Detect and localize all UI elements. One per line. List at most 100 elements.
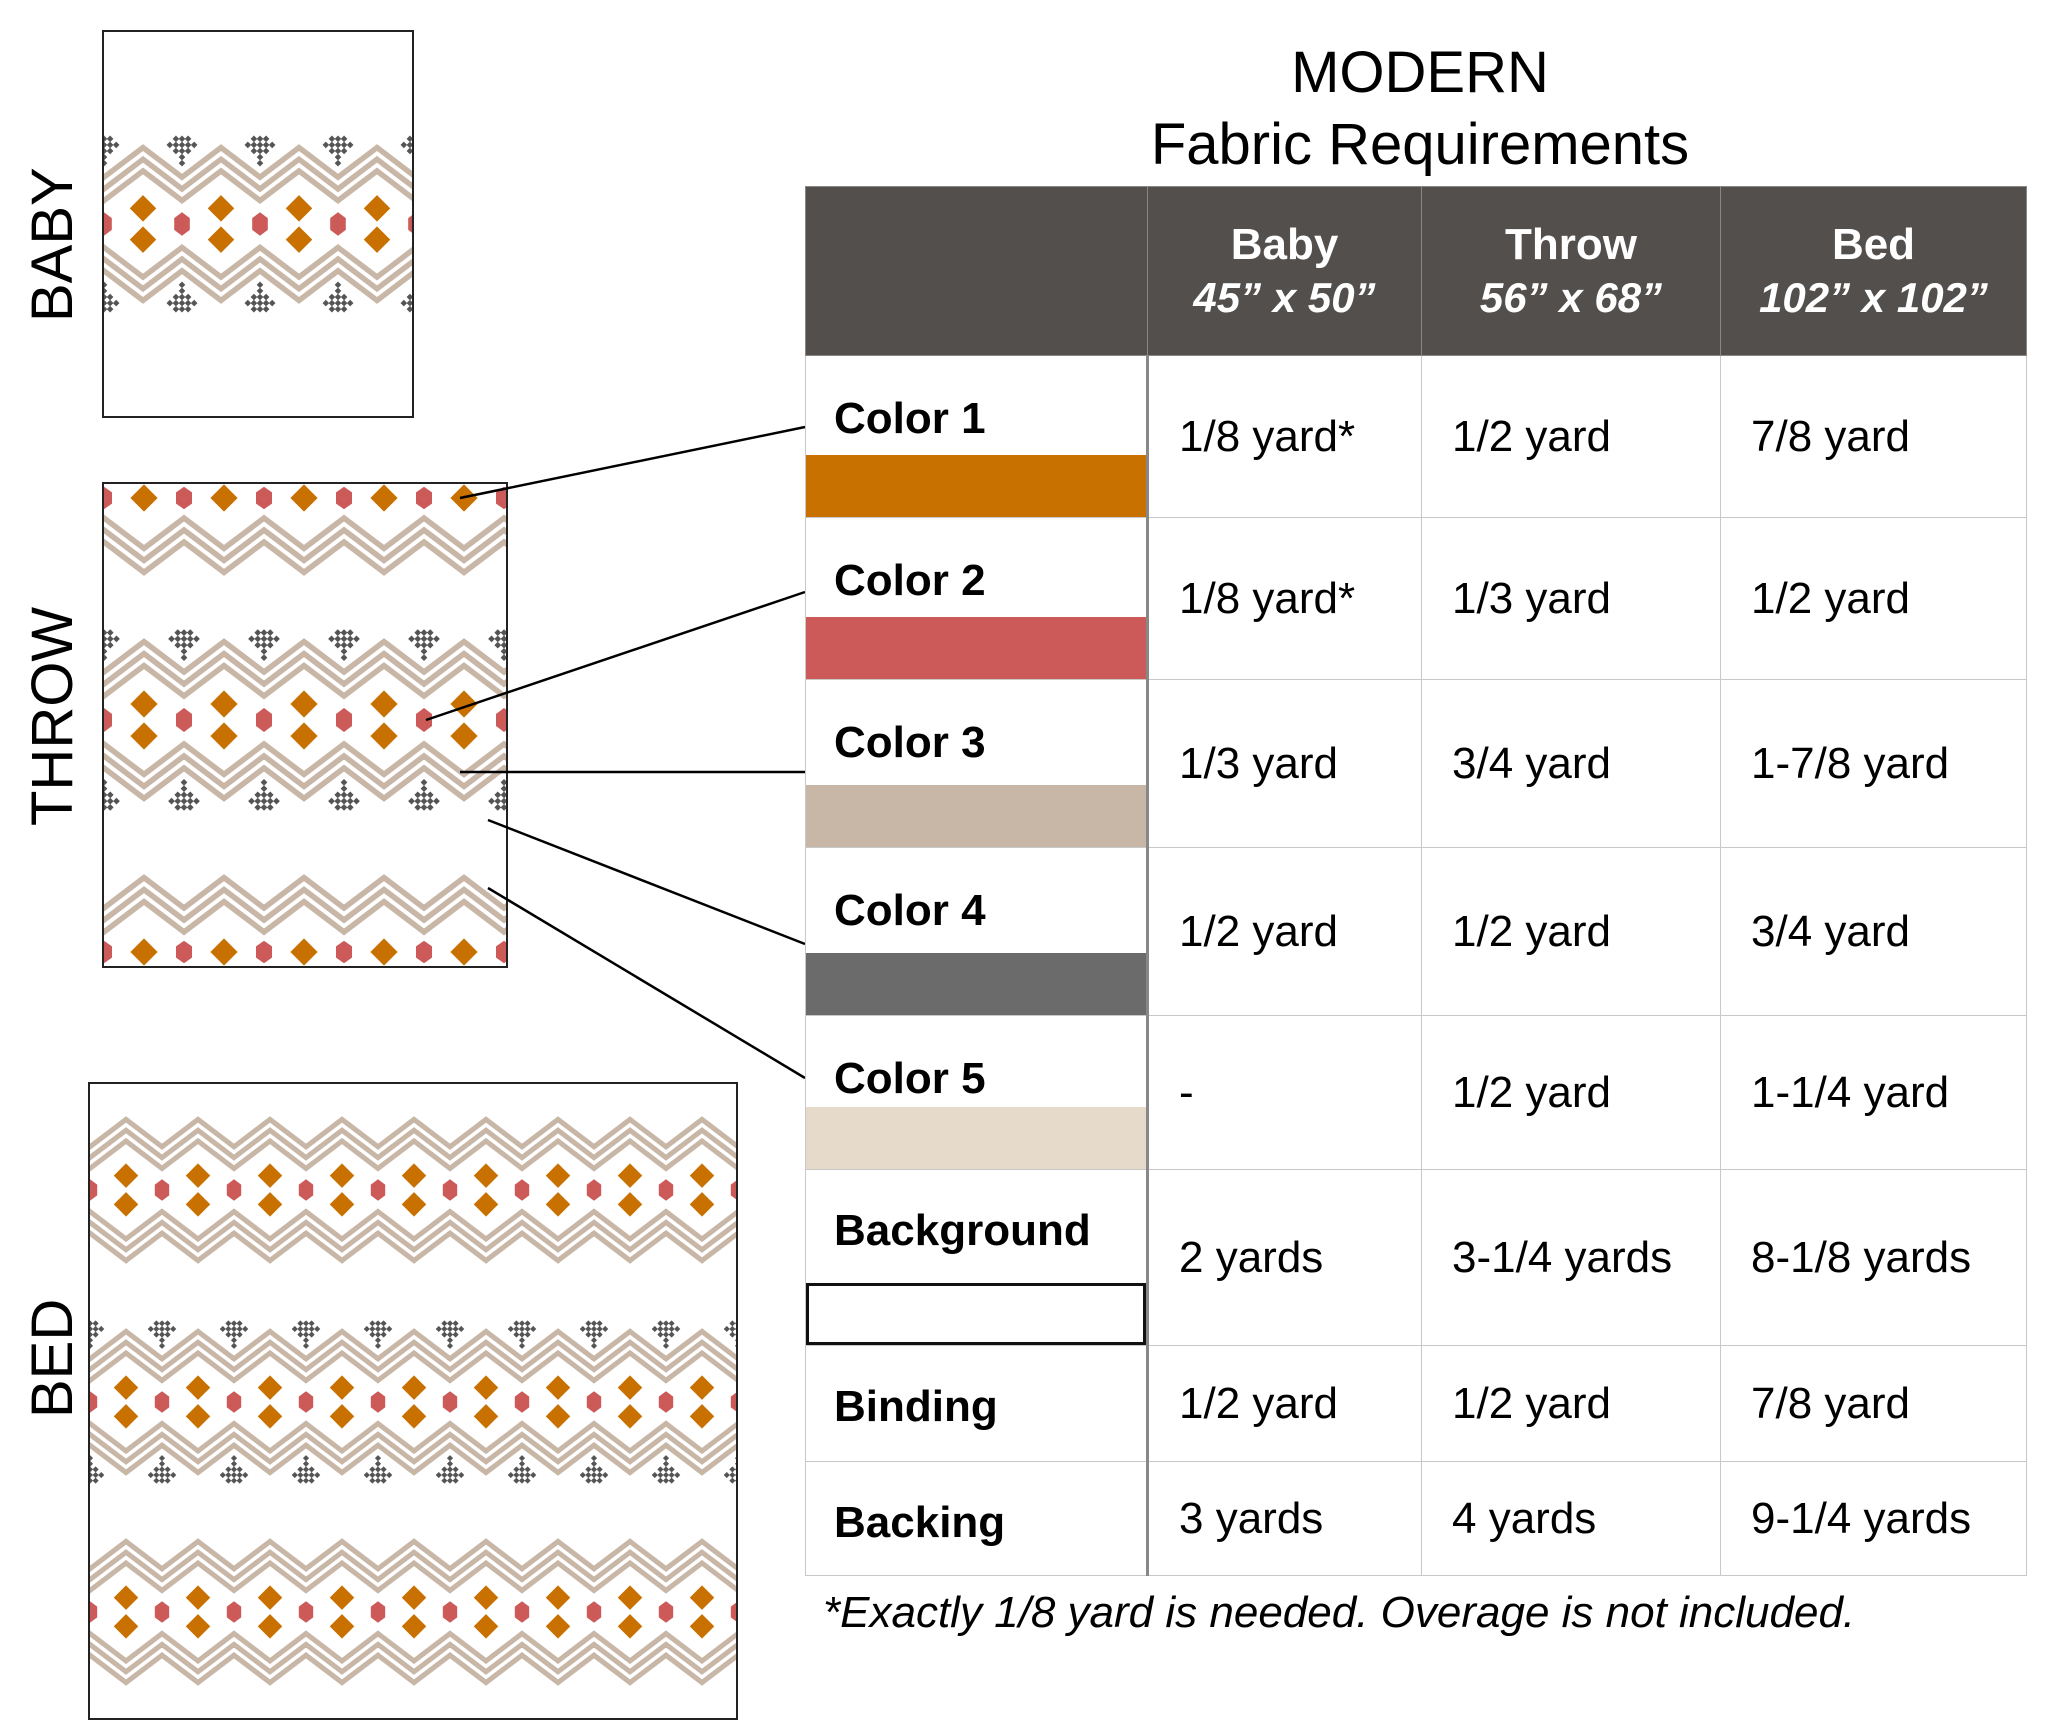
tree-pixel: [369, 1477, 376, 1484]
chevron-stripe: [90, 1442, 736, 1476]
tree-pixel: [734, 1471, 736, 1479]
tree-pixel: [446, 1320, 454, 1327]
tree-pixel: [260, 629, 268, 637]
hexagon-block: [90, 1601, 98, 1623]
tree-pixel: [225, 1466, 232, 1473]
hexagon-block: [90, 1179, 98, 1201]
tree-pixel: [414, 629, 422, 637]
row-label-cell: Color 1: [805, 355, 1149, 518]
tree-pixel: [308, 1466, 315, 1473]
tree-pixel: [488, 635, 495, 643]
table-row: Color 3 1/3 yard 3/4 yard 1-7/8 yard: [805, 679, 2027, 848]
hexagon-block: [256, 708, 272, 732]
tree-pixel: [513, 1331, 520, 1338]
hexagon-block: [298, 1601, 314, 1623]
tree-pixel: [225, 1331, 232, 1338]
tree-pixel: [236, 1331, 243, 1338]
tree-pixel: [174, 641, 182, 649]
tree-pixel: [729, 1325, 736, 1333]
header-bed: Bed 102” x 102”: [1720, 186, 2027, 356]
diamond-block: [210, 722, 238, 750]
diamond-block: [401, 1614, 427, 1639]
tree-pixel: [328, 635, 335, 643]
tree-pixel: [662, 1460, 670, 1467]
tree-pixel: [104, 153, 108, 161]
tree-pixel: [328, 141, 336, 149]
tree-pixel: [334, 641, 342, 649]
tree-pixel: [426, 641, 434, 649]
tree-pixel: [174, 791, 182, 799]
tree-pixel: [178, 305, 186, 313]
tree-pixel: [250, 135, 258, 143]
tree-pixel: [308, 1471, 315, 1479]
baby-quilt-diagram: [102, 30, 414, 418]
tree-pixel: [236, 1320, 243, 1327]
diamond-block: [450, 938, 478, 966]
tree-pixel: [104, 147, 108, 155]
tree-pixel: [168, 797, 175, 805]
tree-pixel: [340, 293, 348, 301]
tree-pixel: [244, 299, 252, 307]
diamond-block: [617, 1375, 643, 1400]
tree-pixel: [500, 803, 506, 811]
tree-pixel: [734, 1325, 736, 1333]
diamond-block: [210, 938, 238, 966]
tree-pixel: [596, 1325, 603, 1333]
value-cell: 7/8 yard: [1720, 1345, 2027, 1462]
tree-pixel: [380, 1477, 387, 1484]
diamond-block: [210, 484, 238, 512]
hexagon-block: [154, 1601, 170, 1623]
hexagon-block: [154, 1179, 170, 1201]
tree-pixel: [420, 635, 428, 643]
throw-quilt-diagram: [102, 482, 508, 968]
diamond-block: [113, 1163, 139, 1188]
table-row: Backing 3 yards 4 yards 9-1/4 yards: [805, 1461, 2027, 1576]
diamond-block: [329, 1404, 355, 1429]
tree-pixel: [158, 1325, 166, 1333]
tree-pixel: [590, 1455, 598, 1462]
value-cell: 4 yards: [1421, 1461, 1721, 1576]
tree-pixel: [158, 1320, 166, 1327]
tree-pixel: [90, 1466, 94, 1473]
diamond-block: [689, 1192, 715, 1217]
hexagon-block: [416, 708, 432, 732]
tree-pixel: [250, 147, 258, 155]
hexagon-block: [174, 212, 190, 236]
tree-pixel: [414, 635, 422, 643]
value-cell: 8-1/8 yards: [1720, 1169, 2027, 1346]
tree-pixel: [180, 635, 188, 643]
tree-pixel: [662, 1325, 670, 1333]
tree-pixel: [302, 1477, 310, 1484]
tree-pixel: [452, 1477, 459, 1484]
tree-pixel: [236, 1471, 243, 1479]
tree-pixel: [500, 785, 506, 793]
tree-pixel: [172, 305, 180, 313]
row-label: Background: [834, 1206, 1091, 1255]
tree-pixel: [334, 797, 342, 805]
tree-pixel: [446, 1455, 454, 1462]
tree-pixel: [458, 1471, 465, 1479]
value-cell: 1/8 yard*: [1147, 517, 1422, 680]
row-label-cell: Color 3: [805, 679, 1149, 848]
value-cell: 1-7/8 yard: [1720, 679, 2027, 848]
tree-pixel: [106, 141, 114, 149]
tree-pixel: [164, 1320, 171, 1327]
diamond-block: [285, 226, 313, 253]
diamond-block: [185, 1192, 211, 1217]
tree-pixel: [104, 141, 108, 149]
tree-pixel: [322, 141, 330, 149]
tree-pixel: [494, 641, 502, 649]
tree-pixel: [346, 791, 354, 799]
diamond-block: [473, 1585, 499, 1610]
tree-pixel: [219, 1471, 226, 1479]
tree-pixel: [657, 1471, 664, 1479]
tree-pixel: [433, 635, 440, 643]
tree-pixel: [441, 1477, 448, 1484]
hexagon-block: [658, 1179, 674, 1201]
tree-pixel: [662, 1455, 670, 1462]
tree-pixel: [657, 1477, 664, 1484]
tree-pixel: [90, 1455, 94, 1462]
tree-pixel: [346, 635, 354, 643]
diamond-block: [363, 195, 391, 222]
tree-pixel: [328, 293, 336, 301]
